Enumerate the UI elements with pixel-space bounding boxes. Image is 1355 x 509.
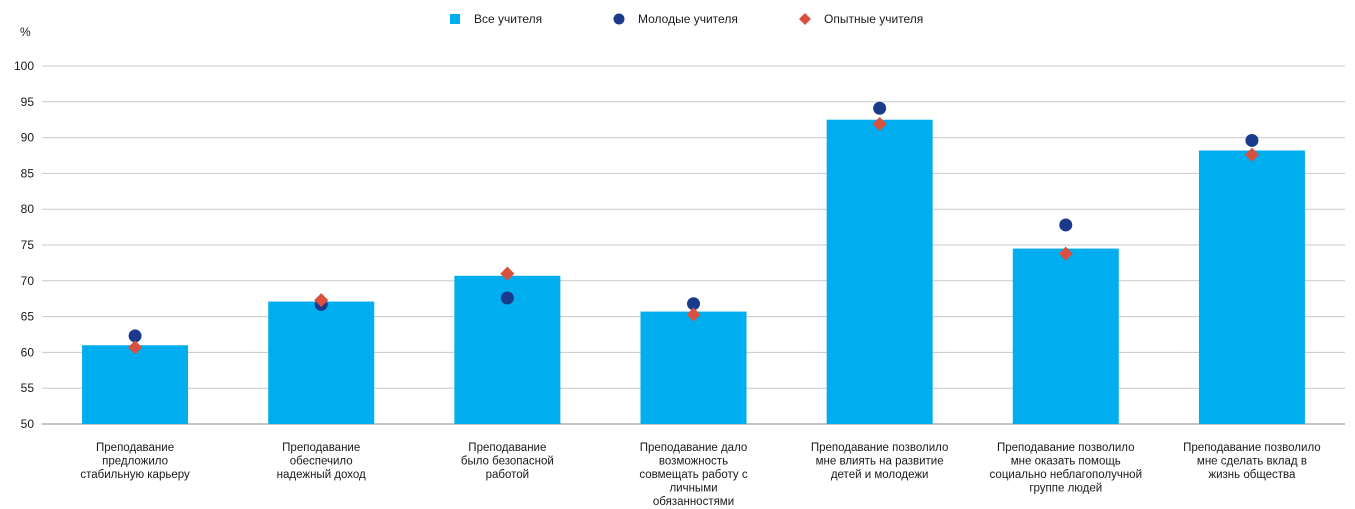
- category-label: Преподавание позволило мне оказать помощь…: [990, 442, 1142, 495]
- point-experienced-teachers: [314, 293, 329, 308]
- point-experienced-teachers: [500, 266, 515, 281]
- category-label-line: мне сделать вклад в: [1197, 456, 1307, 468]
- category-label-line: Преподавание позволило: [997, 442, 1135, 454]
- bar-all-teachers: [1012, 248, 1119, 424]
- category-label-line: жизнь общества: [1208, 469, 1296, 481]
- y-tick-label: 55: [21, 381, 35, 395]
- legend: Все учителя Молодые учителя Опытные учител…: [450, 12, 923, 26]
- y-tick-label: 95: [21, 95, 35, 109]
- category-label-line: группе людей: [1029, 483, 1102, 495]
- category-label-line: мне влиять на развитие: [816, 456, 944, 468]
- category-label-line: надежный доход: [277, 469, 366, 481]
- y-tick-label: 75: [21, 238, 35, 252]
- category-label-line: стабильную карьеру: [80, 469, 190, 481]
- point-young-teachers: [687, 297, 700, 311]
- y-tick-label: 90: [21, 131, 35, 145]
- y-tick-label: 80: [21, 202, 35, 216]
- point-young-teachers: [500, 291, 514, 305]
- category-label-line: обязанностями: [653, 496, 734, 508]
- y-tick-label: 85: [21, 166, 35, 180]
- point-young-teachers: [1059, 218, 1073, 232]
- category-label-line: возможность: [659, 456, 728, 468]
- point-experienced-teachers: [872, 116, 887, 131]
- category-label: Преподавание позволило мне влиять на разв…: [811, 442, 949, 481]
- point-experienced-teachers: [1244, 147, 1259, 162]
- legend-label: Опытные учителя: [824, 12, 923, 26]
- legend-marker-square: [450, 14, 460, 24]
- x-axis-labels: Преподавание предложило стабильную карьеру…: [80, 442, 1320, 508]
- bars: [82, 119, 1305, 424]
- y-tick-label: 100: [14, 59, 34, 73]
- bar-all-teachers: [82, 345, 189, 424]
- category-label-line: обеспечило: [290, 456, 353, 468]
- category-label-line: Преподавание: [282, 442, 360, 454]
- category-label: Преподавание было безопасной работой: [461, 442, 554, 481]
- category-label-line: Преподавание дало: [640, 442, 748, 454]
- category-label-line: личными: [669, 483, 717, 495]
- category-label-line: Преподавание позволило: [1183, 442, 1321, 454]
- category-label-line: мне оказать помощь: [1011, 456, 1121, 468]
- point-young-teachers: [873, 101, 887, 115]
- point-experienced-teachers: [686, 307, 701, 322]
- category-label-line: было безопасной: [461, 456, 554, 468]
- category-label: Преподавание позволило мне сделать вклад …: [1183, 442, 1321, 481]
- category-label-line: предложило: [102, 456, 168, 468]
- point-young-teachers: [128, 329, 142, 343]
- category-label-line: детей и молодежи: [831, 469, 929, 481]
- y-tick-label: 65: [21, 310, 35, 324]
- legend-marker-circle: [613, 13, 625, 25]
- legend-label: Молодые учителя: [638, 12, 738, 26]
- y-tick-label: 70: [21, 274, 35, 288]
- bar-all-teachers: [826, 119, 933, 424]
- legend-label: Все учителя: [474, 12, 542, 26]
- y-axis-ticks: 50 55 60 65 70 75 80 85 90 95 100: [14, 59, 34, 431]
- grid: [42, 65, 1345, 425]
- category-label-line: Преподавание позволило: [811, 442, 949, 454]
- category-label-line: социально неблагополучной: [990, 469, 1142, 481]
- bar-all-teachers: [268, 301, 375, 424]
- category-label: Преподавание предложило стабильную карьеру: [80, 442, 190, 481]
- category-label: Преподавание дало возможность совмещать ра…: [639, 442, 747, 508]
- y-axis-unit-label: %: [20, 25, 31, 39]
- point-young-teachers: [1245, 133, 1259, 147]
- category-label-line: Преподавание: [468, 442, 546, 454]
- bar-all-teachers: [640, 311, 747, 424]
- category-label-line: работой: [486, 469, 529, 481]
- point-experienced-teachers: [128, 340, 143, 355]
- point-experienced-teachers: [1058, 246, 1073, 261]
- bar-all-teachers: [1198, 150, 1305, 424]
- y-tick-label: 60: [21, 345, 35, 359]
- legend-marker-diamond: [799, 13, 811, 25]
- category-label-line: Преподавание: [96, 442, 174, 454]
- category-label: Преподавание обеспечило надежный доход: [277, 442, 366, 481]
- markers: [128, 101, 1259, 355]
- category-label-line: совмещать работу с: [639, 469, 747, 481]
- y-tick-label: 50: [21, 417, 35, 431]
